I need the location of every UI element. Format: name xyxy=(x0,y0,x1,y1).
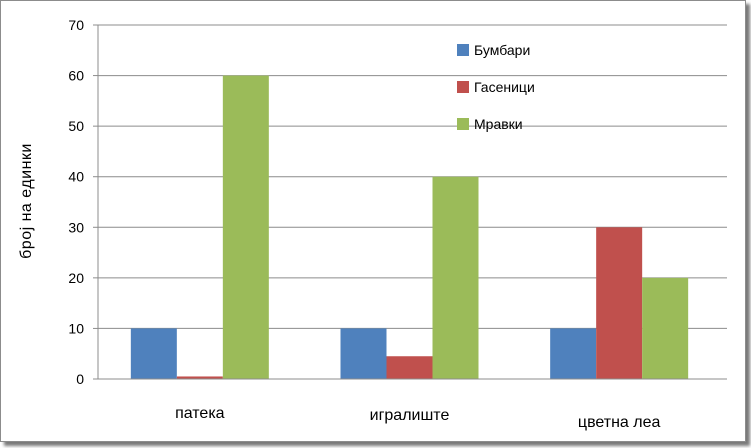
legend-swatch xyxy=(457,44,469,56)
legend-label: Гасеници xyxy=(474,79,535,95)
y-tick-label: 40 xyxy=(68,169,84,185)
y-tick-label: 60 xyxy=(68,68,84,84)
legend-swatch xyxy=(457,118,469,130)
bar-1-3 xyxy=(550,328,597,379)
y-tick-label: 0 xyxy=(76,371,84,387)
y-tick-label: 20 xyxy=(68,270,84,286)
legend-swatch xyxy=(457,81,469,93)
bar-2-1 xyxy=(176,376,223,379)
y-tick-label: 30 xyxy=(68,219,84,235)
legend: Бумбари Гасеници Мравки xyxy=(457,42,535,132)
gridlines xyxy=(98,24,727,329)
bar-3-1 xyxy=(222,75,269,380)
x-category-label: патека xyxy=(175,405,225,422)
x-axis-categories: патека игралиште цветна леа xyxy=(175,405,660,431)
bar-3-3 xyxy=(642,277,689,379)
axes xyxy=(97,25,727,380)
y-tick-label: 10 xyxy=(68,320,84,336)
y-axis-ticks: 0 10 20 30 40 50 60 70 xyxy=(68,17,98,387)
x-category-label: цветна леа xyxy=(578,414,661,431)
bar-1-2 xyxy=(340,328,387,379)
y-tick-label: 70 xyxy=(68,17,84,33)
bar-3-2 xyxy=(432,176,479,379)
bars xyxy=(130,75,689,380)
bar-1-1 xyxy=(130,328,177,379)
bar-2-3 xyxy=(596,227,643,379)
legend-label: Бумбари xyxy=(474,42,530,58)
y-axis-label: број на единки xyxy=(18,143,35,259)
y-tick-label: 50 xyxy=(68,118,84,134)
bar-2-2 xyxy=(386,356,433,379)
legend-label: Мравки xyxy=(474,116,523,132)
x-category-label: игралиште xyxy=(370,407,450,424)
